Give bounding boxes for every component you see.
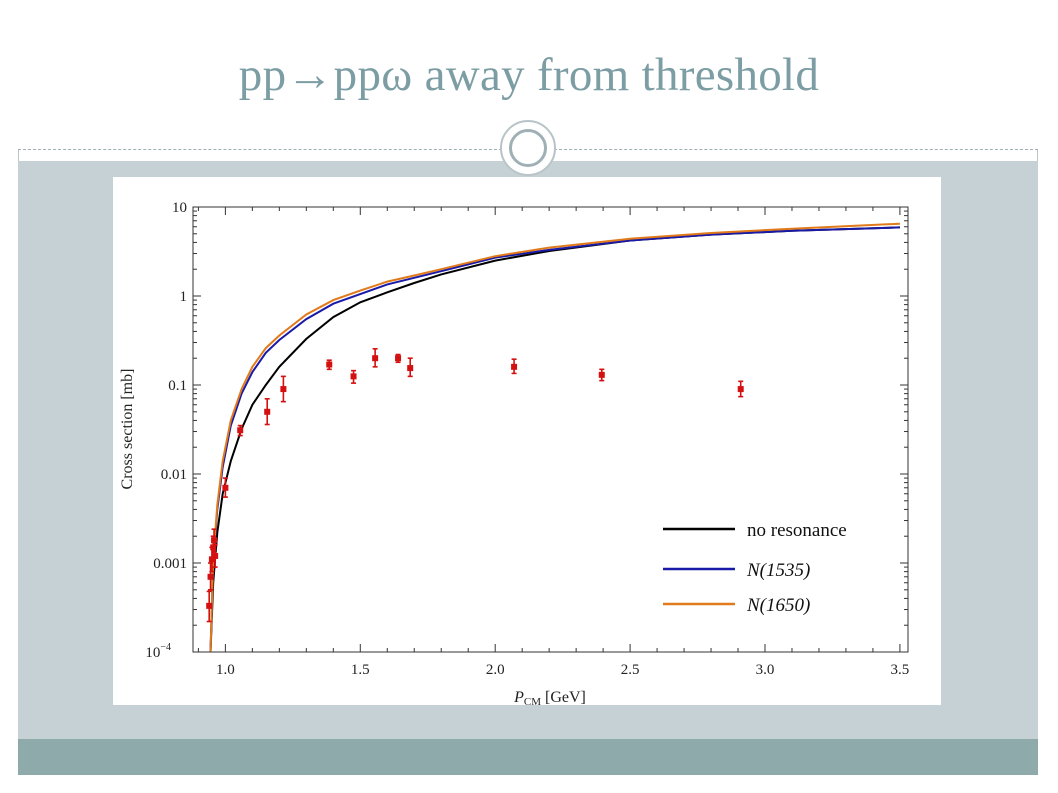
data-marker bbox=[511, 363, 518, 370]
data-point bbox=[206, 590, 213, 623]
data-point bbox=[737, 380, 744, 398]
data-points-layer bbox=[206, 348, 744, 623]
data-point bbox=[395, 353, 402, 364]
data-point bbox=[350, 369, 357, 384]
x-axis-label-unit: [GeV] bbox=[545, 689, 586, 705]
y-tick-label-base: 10 bbox=[145, 645, 160, 661]
data-marker bbox=[237, 427, 244, 434]
data-marker bbox=[598, 371, 605, 378]
data-marker bbox=[264, 408, 271, 415]
data-marker bbox=[210, 544, 217, 551]
x-tick-label: 2.5 bbox=[621, 662, 640, 678]
data-marker bbox=[222, 484, 229, 491]
data-point bbox=[511, 358, 518, 375]
chart-panel: 1.0 1.5 2.0 2.5 3.0 3.5 10 1 0.1 0.01 0.001 10−4 P… bbox=[113, 177, 941, 705]
data-point bbox=[212, 544, 219, 568]
x-tick-label: 3.5 bbox=[891, 662, 910, 678]
y-tick-label: 1 bbox=[180, 289, 188, 305]
data-marker bbox=[350, 373, 357, 380]
data-marker bbox=[206, 602, 213, 609]
curve-layer bbox=[209, 222, 900, 653]
x-tick-label: 2.0 bbox=[486, 662, 505, 678]
x-tick-labels: 1.0 1.5 2.0 2.5 3.0 3.5 bbox=[216, 662, 909, 678]
y-tick-label-base: 0.01 bbox=[161, 467, 187, 483]
legend: no resonance N(1535) N(1650) bbox=[663, 520, 847, 616]
y-tick-label: 10 bbox=[172, 200, 187, 216]
data-point bbox=[407, 357, 414, 378]
series-line-1 bbox=[209, 226, 900, 653]
y-tick-label-base: 0.1 bbox=[168, 378, 187, 394]
x-tick-label: 1.5 bbox=[351, 662, 370, 678]
y-axis-label: Cross section [mb] bbox=[119, 369, 136, 490]
data-marker bbox=[207, 573, 214, 580]
y-tick-label-exponent: −4 bbox=[160, 642, 171, 653]
y-tick-label: 10−4 bbox=[145, 642, 171, 661]
data-marker bbox=[407, 365, 414, 372]
data-marker bbox=[280, 386, 287, 393]
data-marker bbox=[372, 355, 379, 362]
x-tick-label: 1.0 bbox=[216, 662, 235, 678]
data-point bbox=[237, 424, 244, 437]
x-axis-label-sub: CM bbox=[524, 696, 541, 705]
x-axis-label-main: P bbox=[513, 689, 524, 705]
x-axis-label: PCM [GeV] bbox=[513, 689, 586, 705]
legend-label-n1650: N(1650) bbox=[746, 595, 810, 616]
series-line-0 bbox=[209, 226, 900, 653]
data-point bbox=[598, 368, 605, 382]
data-point bbox=[264, 397, 271, 426]
slide-title: pp→ppω away from threshold bbox=[238, 49, 820, 101]
y-tick-label: 0.1 bbox=[168, 378, 187, 394]
y-tick-label-base: 0.001 bbox=[153, 556, 187, 572]
footer-bar bbox=[18, 739, 1038, 775]
y-tick-label-base: 10 bbox=[172, 200, 187, 216]
data-marker bbox=[737, 386, 744, 393]
data-point bbox=[222, 477, 229, 498]
legend-label-no-resonance: no resonance bbox=[747, 520, 847, 541]
y-tick-label-base: 1 bbox=[180, 289, 188, 305]
x-tick-label: 3.0 bbox=[756, 662, 775, 678]
y-tick-label: 0.001 bbox=[153, 556, 187, 572]
data-marker bbox=[395, 355, 402, 362]
data-point bbox=[372, 348, 379, 368]
circle-ornament-inner bbox=[509, 129, 547, 167]
series-line-2 bbox=[209, 222, 900, 653]
data-marker bbox=[212, 552, 219, 559]
y-tick-label: 0.01 bbox=[161, 467, 187, 483]
data-marker bbox=[326, 361, 333, 368]
legend-label-n1535: N(1535) bbox=[746, 560, 810, 581]
data-point bbox=[280, 375, 287, 403]
data-point bbox=[326, 359, 333, 371]
plot-frame bbox=[192, 206, 909, 653]
data-marker bbox=[211, 537, 218, 544]
tick-layer bbox=[193, 206, 908, 653]
circle-ornament-icon bbox=[500, 120, 556, 176]
